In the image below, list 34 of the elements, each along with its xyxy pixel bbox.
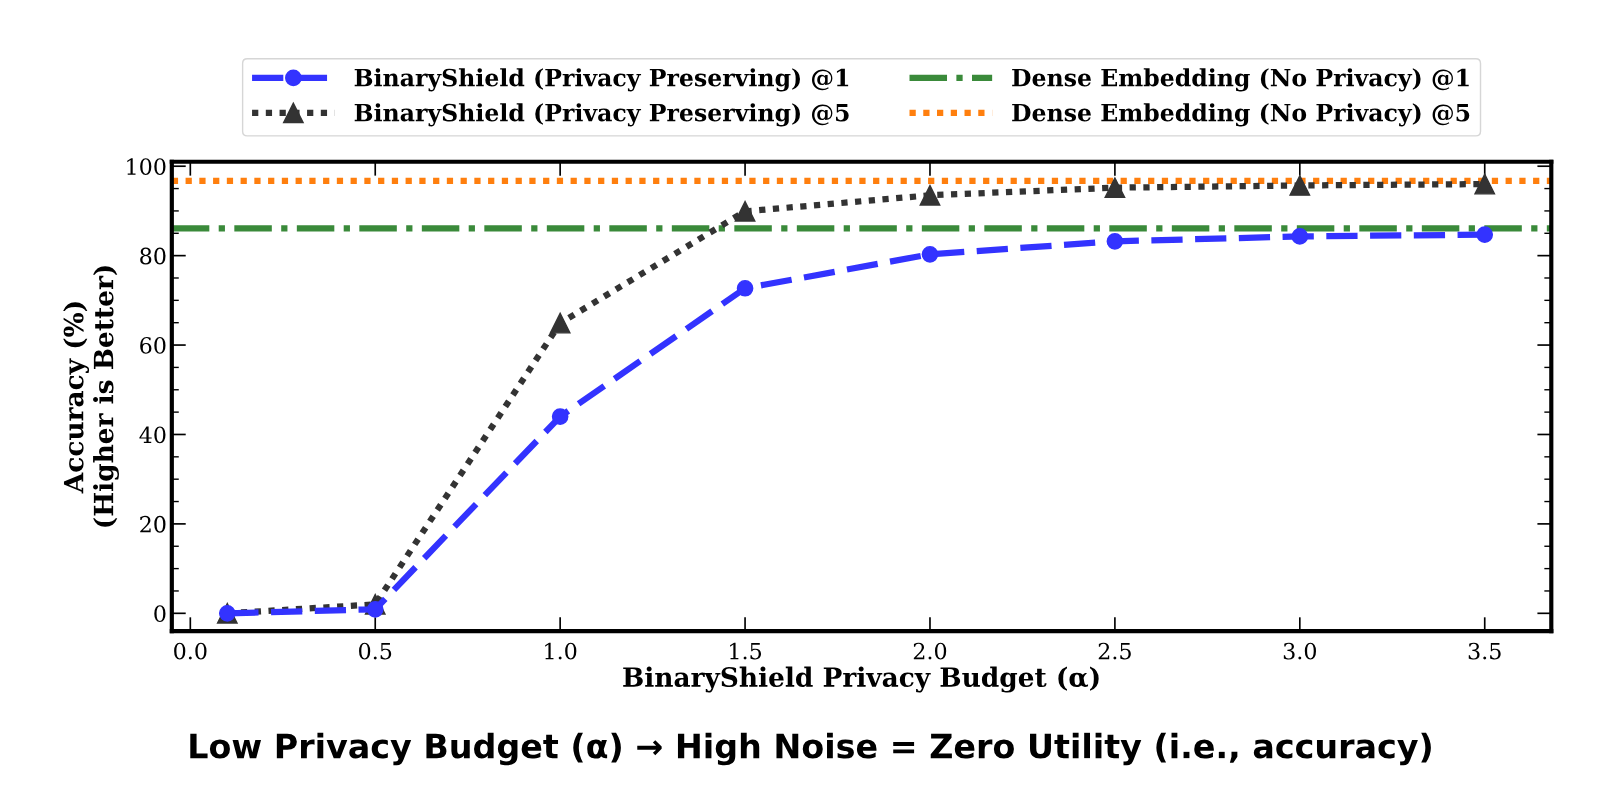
text: Low Privacy Budget (α) → High Noise = Zero Utility (i.e., accuracy) (190, 732, 1431, 766)
y-tick-label: 0 (154, 605, 166, 623)
y-tick-label: 100 (127, 158, 166, 175)
x-tick-label: 2.0 (913, 642, 947, 660)
point (736, 279, 754, 297)
y-axis-title: Accuracy (%) (Higher is Better) (63, 266, 119, 527)
point (734, 200, 756, 222)
y-tick-label: 40 (139, 426, 166, 444)
point (1289, 175, 1311, 196)
y-tick-label: 80 (140, 247, 166, 265)
point (366, 600, 384, 618)
x-tick-label: 3.0 (1283, 642, 1317, 660)
point (1474, 173, 1496, 195)
x-tick-label: 0.0 (174, 642, 207, 660)
x-tick-label: 0.5 (359, 642, 392, 660)
legend-label: Dense Embedding (No Privacy) @5 (1012, 103, 1470, 127)
x-tick-label: 2.5 (1098, 642, 1131, 660)
point (549, 312, 571, 334)
x-tick-label: 3.5 (1468, 642, 1501, 660)
legend-label: BinaryShield (Privacy Preserving) @5 (354, 103, 849, 127)
x-tick-label: 1.5 (730, 642, 762, 660)
point (919, 184, 941, 206)
point (1104, 177, 1126, 199)
x-axis-title: BinaryShield Privacy Budget (α) (623, 666, 1099, 693)
point (1106, 232, 1124, 250)
point (921, 245, 939, 263)
y-tick-label: 60 (140, 337, 166, 354)
legend-label: Dense Embedding (No Privacy) @1 (1012, 68, 1469, 92)
point (1476, 226, 1494, 243)
x-tick-label: 1.0 (545, 642, 577, 660)
point (1291, 228, 1309, 245)
legend-label: BinaryShield (Privacy Preserving) @1 (354, 68, 849, 92)
point (551, 408, 569, 425)
y-tick-label: 20 (140, 515, 166, 533)
